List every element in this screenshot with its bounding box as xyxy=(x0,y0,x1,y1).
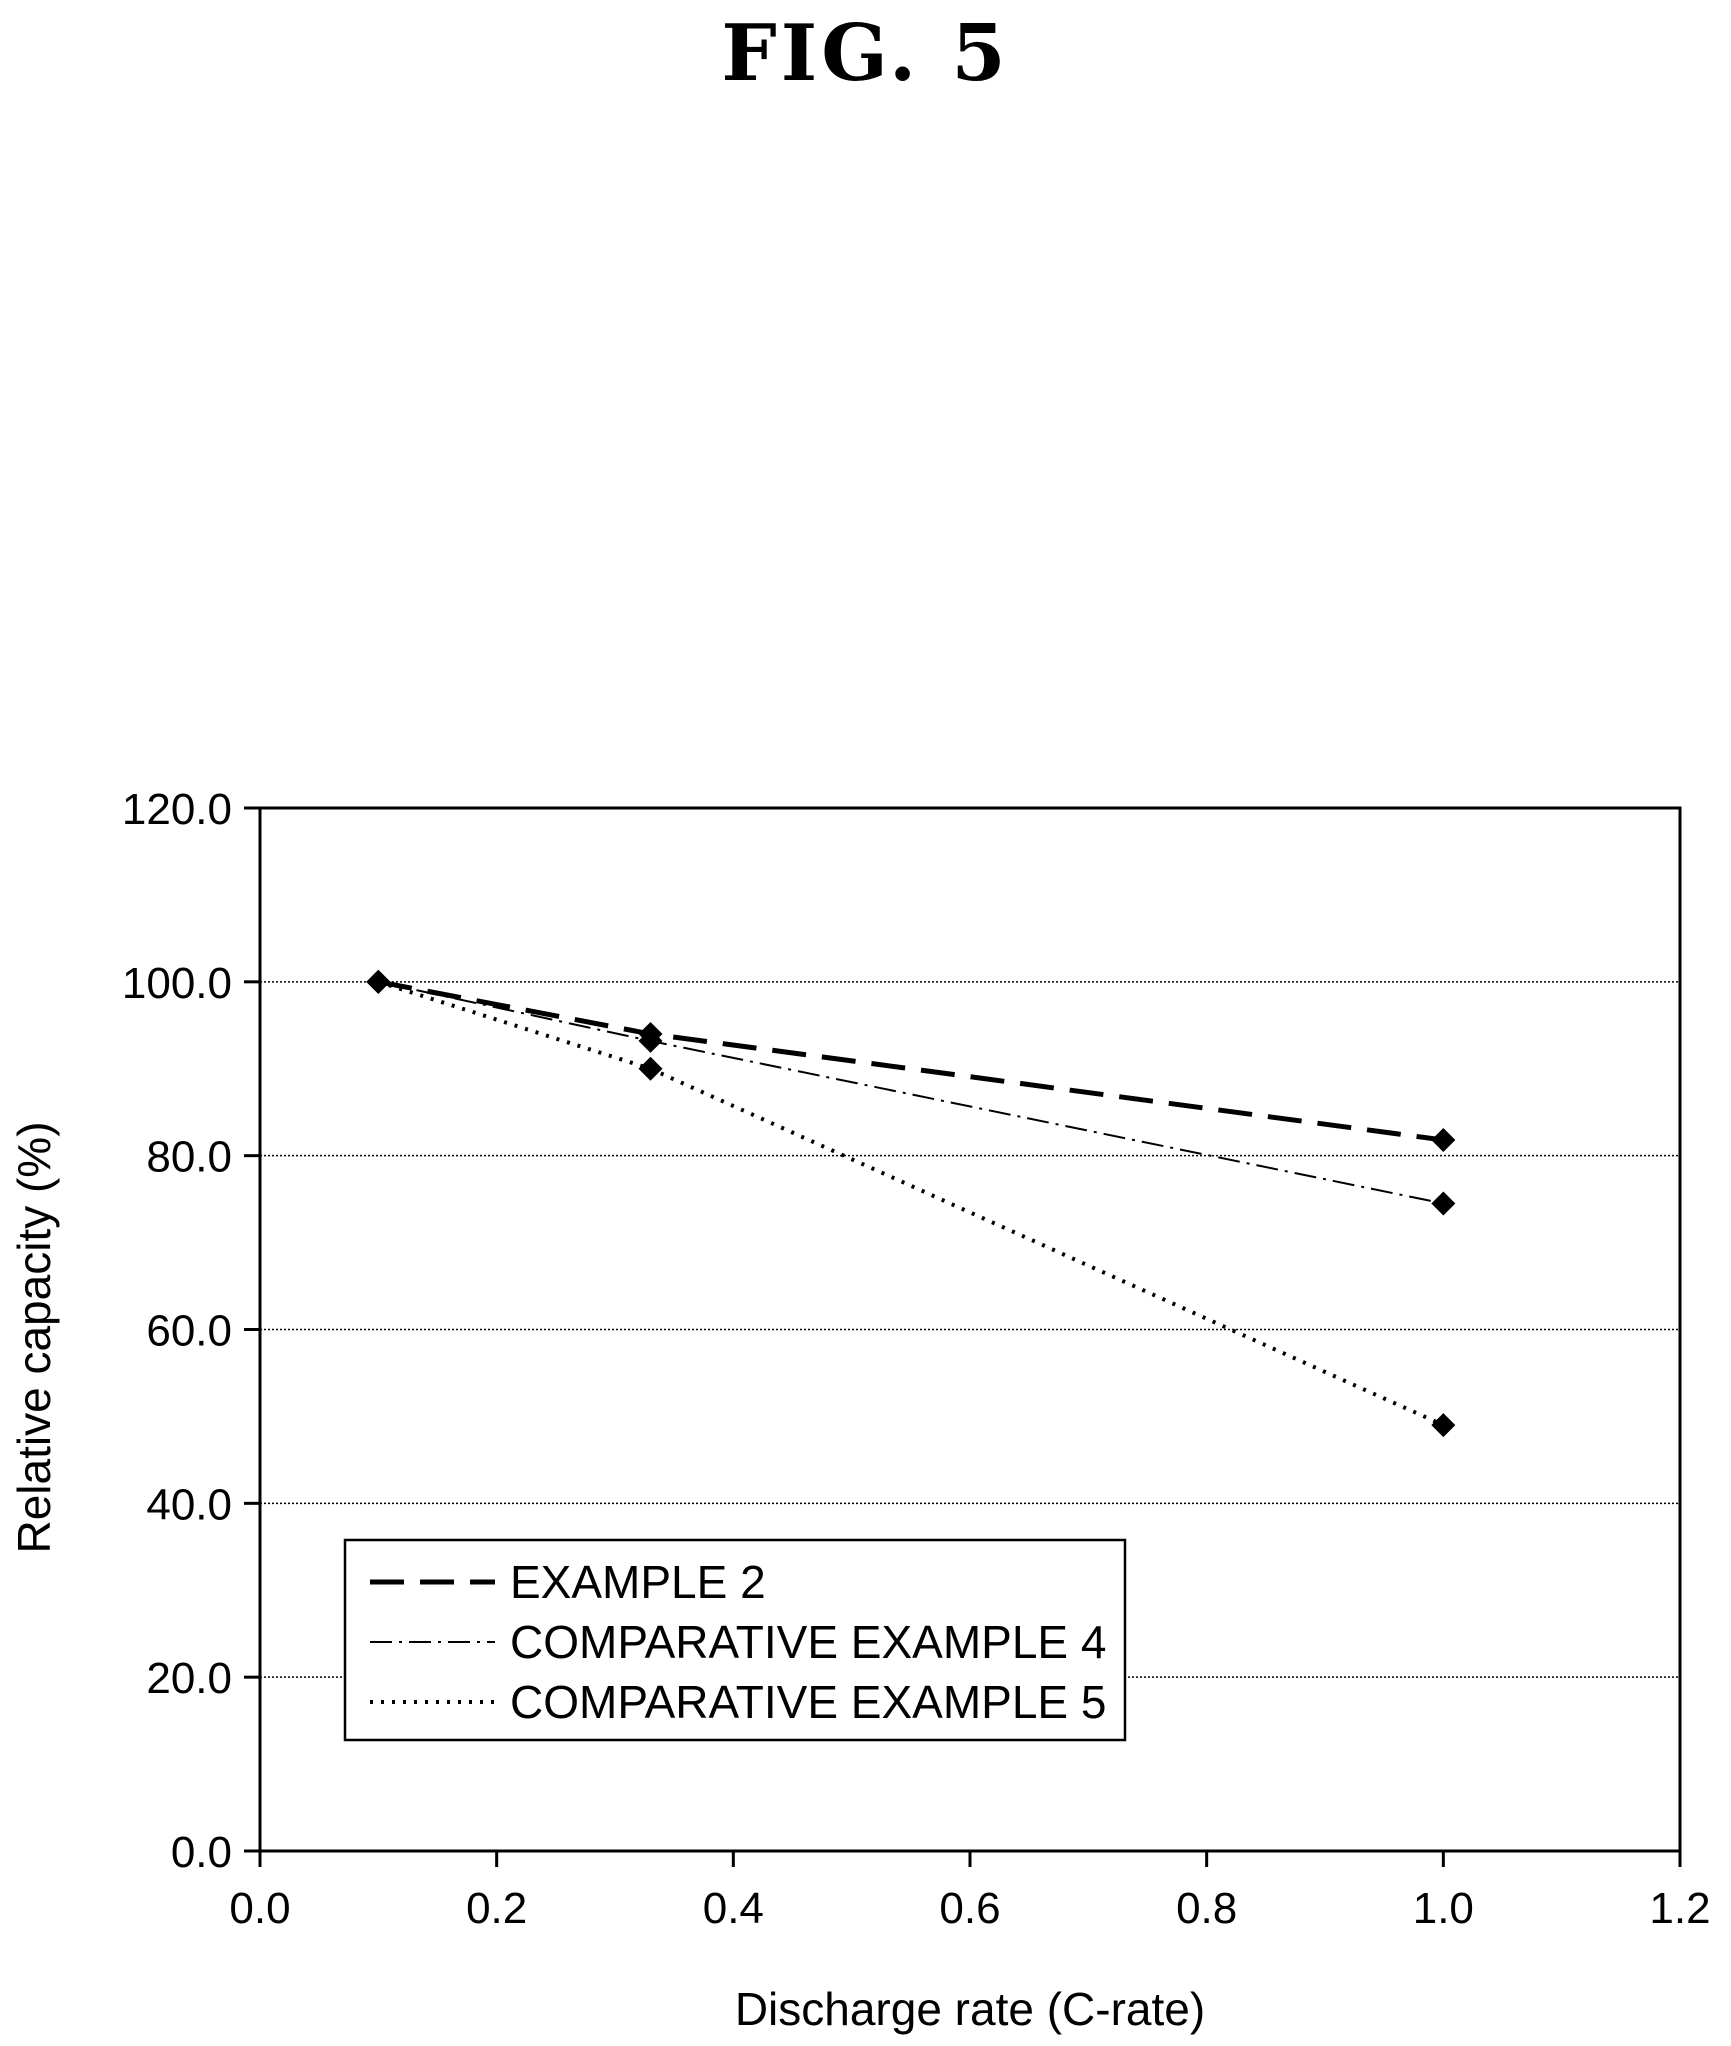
series-3-point-1 xyxy=(366,969,391,994)
y-tick-label-1: 20.0 xyxy=(146,1654,232,1703)
series-1-point-3 xyxy=(1431,1128,1456,1153)
series-line-1 xyxy=(377,979,1444,1143)
figure-title: FIG. 5 xyxy=(721,8,1010,99)
axes: 0.0 20.0 40.0 60.0 80.0 100.0 120.0 0.0 0.2 0.4 0.… xyxy=(122,785,1711,1933)
legend-label-1: EXAMPLE 2 xyxy=(510,1556,766,1608)
series-line-3 xyxy=(377,979,1445,1427)
markers xyxy=(366,969,1456,1438)
x-tick-label-0: 0.0 xyxy=(229,1884,290,1933)
y-tick-label-6: 120.0 xyxy=(122,785,232,834)
y-tick-label-3: 60.0 xyxy=(146,1307,232,1356)
x-axis-title: Discharge rate (C-rate) xyxy=(735,1983,1205,2035)
y-tick-label-2: 40.0 xyxy=(146,1480,232,1529)
series-3-point-2 xyxy=(638,1056,663,1081)
legend-label-3: COMPARATIVE EXAMPLE 5 xyxy=(510,1676,1106,1728)
series-2-point-3 xyxy=(1431,1191,1456,1216)
x-tick-label-5: 1.0 xyxy=(1413,1884,1474,1933)
y-axis-title: Relative capacity (%) xyxy=(8,1121,60,1553)
x-tick-label-4: 0.8 xyxy=(1176,1884,1237,1933)
y-tick-label-5: 100.0 xyxy=(122,959,232,1008)
series-3-point-3 xyxy=(1431,1413,1456,1438)
legend-box xyxy=(343,1538,1127,1742)
x-tick-label-6: 1.2 xyxy=(1649,1884,1710,1933)
y-tick-label-0: 0.0 xyxy=(171,1828,232,1877)
series xyxy=(377,979,1445,1427)
y-tick-label-4: 80.0 xyxy=(146,1133,232,1182)
series-2-point-2 xyxy=(638,1028,663,1053)
legend: EXAMPLE 2 COMPARATIVE EXAMPLE 4 COMPARATIV… xyxy=(343,1538,1127,1742)
legend-label-2: COMPARATIVE EXAMPLE 4 xyxy=(510,1616,1106,1668)
x-tick-label-1: 0.2 xyxy=(466,1884,527,1933)
x-tick-label-3: 0.6 xyxy=(939,1884,1000,1933)
x-tick-label-2: 0.4 xyxy=(703,1884,764,1933)
series-line-2 xyxy=(378,980,1444,1205)
